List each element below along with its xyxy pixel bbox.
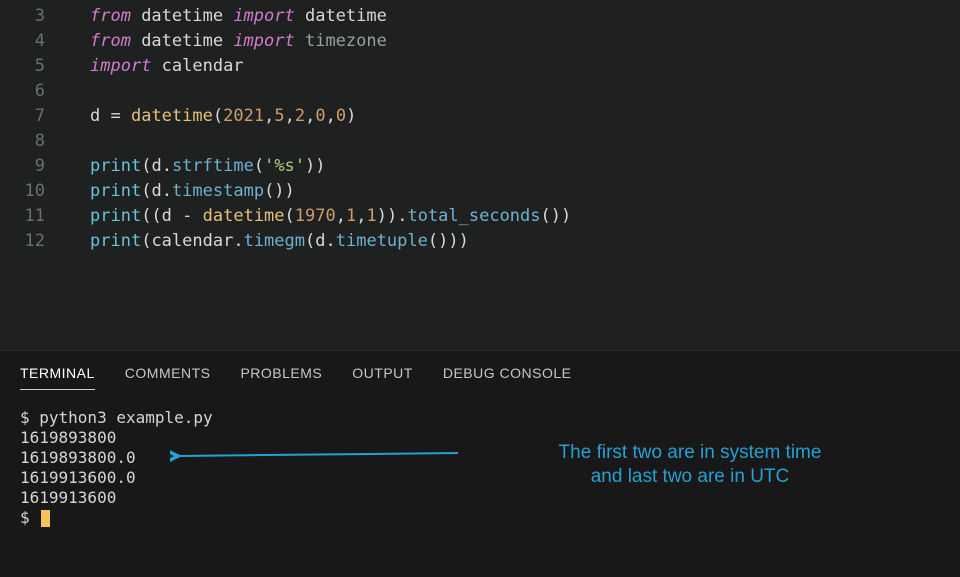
panel-tab-comments[interactable]: COMMENTS [125,365,211,390]
line-number: 5 [0,54,55,79]
code-content[interactable]: import calendar [55,54,244,79]
code-line[interactable]: 5import calendar [0,54,960,79]
line-number: 10 [0,179,55,204]
line-number: 7 [0,104,55,129]
code-line[interactable]: 11print((d - datetime(1970,1,1)).total_s… [0,204,960,229]
panel-tab-problems[interactable]: PROBLEMS [240,365,322,390]
annotation-line-2: and last two are in UTC [465,465,915,489]
line-number: 8 [0,129,55,154]
code-content[interactable]: print(calendar.timegm(d.timetuple())) [55,229,469,254]
code-line[interactable]: 3from datetime import datetime [0,4,960,29]
code-content[interactable]: from datetime import timezone [55,29,387,54]
annotation-line-1: The first two are in system time [465,441,915,465]
code-line[interactable]: 12print(calendar.timegm(d.timetuple())) [0,229,960,254]
code-line[interactable]: 10print(d.timestamp()) [0,179,960,204]
panel-tab-bar: TERMINAL COMMENTS PROBLEMS OUTPUT DEBUG CONS… [0,351,960,390]
terminal-line: 1619913600 [20,488,940,508]
code-line[interactable]: 9print(d.strftime('%s')) [0,154,960,179]
line-number: 11 [0,204,55,229]
line-number: 4 [0,29,55,54]
line-number: 6 [0,79,55,104]
terminal-line: $ python3 example.py [20,408,940,428]
bottom-panel: TERMINAL COMMENTS PROBLEMS OUTPUT DEBUG CONS… [0,350,960,577]
code-editor[interactable]: 3from datetime import datetime4from date… [0,0,960,350]
code-content[interactable]: print((d - datetime(1970,1,1)).total_sec… [55,204,571,229]
code-content[interactable]: d = datetime(2021,5,2,0,0) [55,104,356,129]
line-number: 12 [0,229,55,254]
code-content[interactable]: print(d.timestamp()) [55,179,295,204]
code-line[interactable]: 7d = datetime(2021,5,2,0,0) [0,104,960,129]
line-number: 3 [0,4,55,29]
panel-tab-terminal[interactable]: TERMINAL [20,365,95,390]
code-line[interactable]: 4from datetime import timezone [0,29,960,54]
panel-tab-output[interactable]: OUTPUT [352,365,413,390]
annotation-text: The first two are in system time and las… [465,441,915,489]
panel-tab-debug-console[interactable]: DEBUG CONSOLE [443,365,572,390]
code-content[interactable]: print(d.strftime('%s')) [55,154,326,179]
code-line[interactable]: 8 [0,129,960,154]
line-number: 9 [0,154,55,179]
code-content[interactable]: from datetime import datetime [55,4,387,29]
terminal-cursor [41,510,50,527]
code-line[interactable]: 6 [0,79,960,104]
terminal-prompt[interactable]: $ [20,508,940,528]
